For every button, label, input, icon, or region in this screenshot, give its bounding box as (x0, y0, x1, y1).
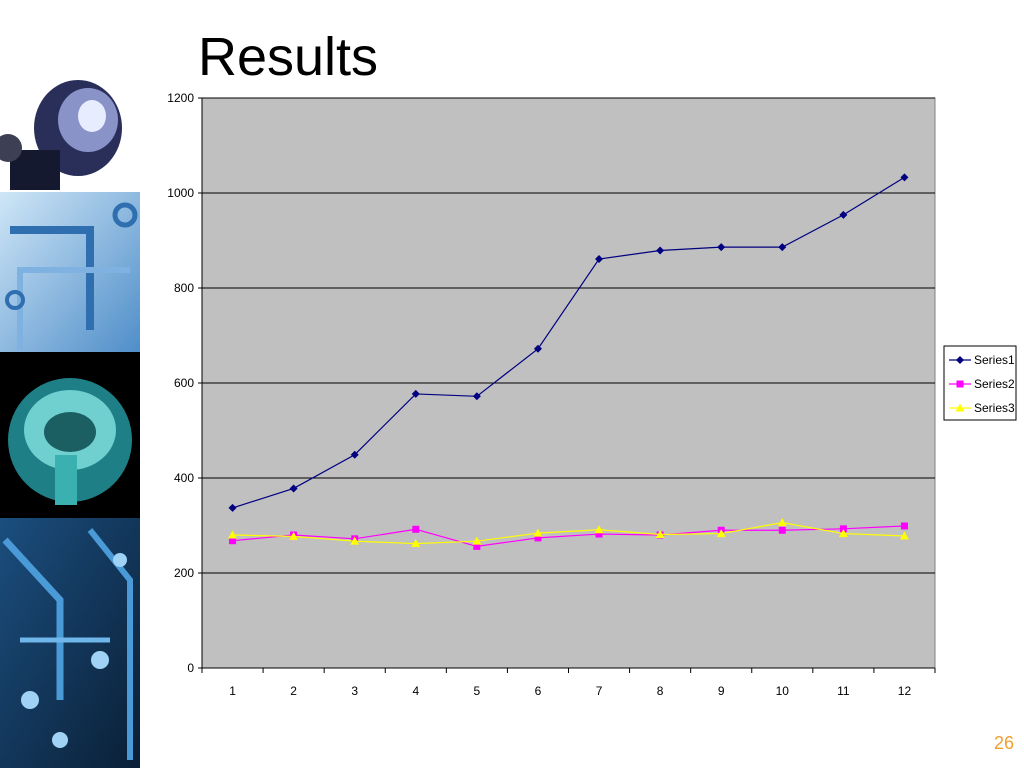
data-point (778, 526, 786, 534)
x-tick-label: 6 (535, 684, 542, 698)
y-tick-label: 800 (174, 281, 194, 295)
data-point (289, 484, 298, 493)
circuit-board-image (0, 518, 140, 768)
data-point (838, 529, 848, 538)
legend: Series1 Series2 Series3 (943, 345, 1017, 421)
legend-label: Series3 (974, 401, 1015, 415)
data-point (533, 344, 542, 353)
x-axis-ticks: 1 2 3 4 5 6 7 8 9 10 11 12 (201, 668, 936, 698)
data-point (228, 530, 238, 539)
data-point (717, 243, 726, 252)
data-point (228, 503, 237, 512)
data-point (594, 525, 604, 534)
data-point (777, 518, 787, 527)
x-tick-label: 2 (290, 684, 297, 698)
y-tick-label: 600 (174, 376, 194, 390)
data-point (350, 450, 359, 459)
series-line (232, 176, 905, 509)
brain-scan-image (0, 352, 140, 518)
data-point (595, 530, 603, 538)
y-tick-label: 0 (187, 661, 194, 675)
x-tick-label: 1 (229, 684, 236, 698)
data-point (778, 243, 787, 252)
sidebar-collage (0, 0, 140, 768)
robot-image (0, 0, 140, 192)
series-layer (228, 173, 909, 550)
data-point (472, 392, 481, 401)
y-tick-label: 400 (174, 471, 194, 485)
x-tick-label: 11 (837, 684, 850, 698)
data-point (595, 255, 604, 264)
data-point (534, 534, 542, 542)
legend-item: Series3 (949, 401, 1015, 415)
data-point (899, 531, 909, 540)
series-line (232, 525, 905, 548)
x-tick-label: 7 (596, 684, 603, 698)
page-number: 26 (993, 733, 1014, 753)
data-point (411, 539, 421, 548)
data-point (900, 522, 908, 530)
data-point (229, 537, 237, 545)
series-line (232, 522, 905, 545)
x-tick-label: 8 (657, 684, 664, 698)
data-point (839, 210, 848, 219)
circuit-image (0, 192, 140, 352)
legend-marker (955, 403, 965, 412)
y-tick-label: 1000 (167, 186, 194, 200)
data-point (533, 528, 543, 537)
y-axis-ticks: 0 200 400 600 800 1000 1200 (167, 91, 202, 675)
x-tick-label: 4 (412, 684, 419, 698)
legend-item: Series1 (949, 353, 1015, 367)
data-point (411, 389, 420, 398)
legend-marker (956, 380, 964, 388)
gridlines (202, 97, 935, 574)
series-3 (228, 518, 909, 548)
data-point (473, 542, 481, 550)
data-point (655, 530, 665, 539)
legend-item: Series2 (949, 377, 1015, 391)
data-point (350, 536, 360, 545)
y-tick-label: 1200 (167, 91, 194, 105)
data-point (839, 525, 847, 533)
slide-title: Results (198, 27, 379, 87)
x-tick-label: 9 (718, 684, 725, 698)
legend-label: Series1 (974, 353, 1015, 367)
data-point (472, 536, 482, 545)
legend-marker (956, 356, 964, 364)
y-tick-label: 200 (174, 566, 194, 580)
legend-label: Series2 (974, 377, 1015, 391)
data-point (900, 173, 909, 182)
x-tick-label: 12 (898, 684, 912, 698)
series-1 (228, 173, 909, 512)
data-point (716, 529, 726, 538)
x-tick-label: 10 (776, 684, 790, 698)
data-point (289, 531, 299, 540)
x-tick-label: 5 (474, 684, 481, 698)
data-point (656, 246, 665, 255)
x-tick-label: 3 (351, 684, 358, 698)
data-point (412, 525, 420, 533)
